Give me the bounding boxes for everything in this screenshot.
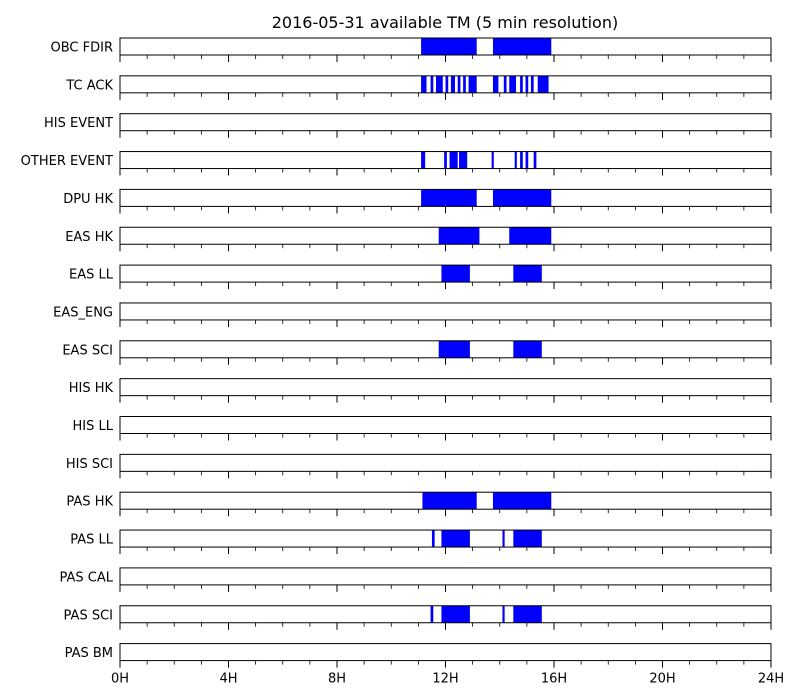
row-eas-ll: EAS LL: [69, 264, 772, 290]
availability-bar: [503, 75, 507, 93]
row-label: PAS HK: [66, 495, 113, 510]
availability-bar: [444, 151, 447, 169]
row-frame: [119, 113, 772, 132]
availability-bar: [520, 151, 523, 169]
availability-bar: [525, 151, 529, 169]
x-tick-label: 20H: [649, 672, 675, 687]
availability-bar: [513, 265, 542, 283]
row-pas-ll: PAS LL: [70, 529, 772, 555]
row-his-hk: HIS HK: [69, 378, 772, 403]
availability-bar: [459, 151, 468, 169]
row-frame: [119, 453, 772, 472]
row-dpu-hk: DPU HK: [63, 188, 772, 214]
availability-bar: [520, 75, 523, 93]
row-label: HIS HK: [69, 381, 114, 396]
availability-bar: [502, 530, 505, 548]
availability-bar: [513, 605, 542, 623]
availability-bar: [431, 530, 435, 548]
row-label: EAS HK: [65, 230, 113, 245]
row-frame: [119, 643, 772, 662]
row-eas-eng: EAS_ENG: [53, 302, 772, 327]
availability-bar: [525, 75, 529, 93]
availability-bar: [513, 530, 542, 548]
row-his-event: HIS EVENT: [44, 113, 772, 138]
row-frame: [119, 378, 772, 397]
row-label: PAS CAL: [60, 570, 114, 585]
row-other-event: OTHER EVENT: [21, 151, 772, 176]
availability-bar: [533, 151, 537, 169]
x-tick-label: 24H: [758, 672, 784, 687]
availability-bar: [438, 227, 480, 245]
availability-bar: [492, 75, 499, 93]
row-label: EAS SCI: [62, 343, 113, 358]
availability-bar: [463, 75, 466, 93]
row-label: HIS SCI: [66, 457, 113, 472]
row-label: OBC FDIR: [51, 41, 114, 56]
row-frame: [119, 302, 772, 321]
row-pas-sci: PAS SCI: [64, 605, 772, 630]
row-frame: [119, 416, 772, 434]
availability-bar: [421, 189, 477, 207]
row-label: HIS LL: [73, 419, 114, 434]
availability-bar: [492, 38, 552, 55]
row-tc-ack: TC ACK: [65, 75, 772, 100]
availability-bar: [492, 492, 552, 510]
x-tick-label: 0H: [111, 672, 129, 687]
availability-bar: [492, 189, 552, 207]
availability-bar: [441, 605, 470, 623]
x-axis-labels: 0H 4H 8H 12H 16H 20H 24H: [111, 672, 784, 687]
x-tick-label: 8H: [328, 672, 346, 687]
row-label: PAS SCI: [64, 608, 113, 623]
row-pas-hk: PAS HK: [66, 491, 772, 517]
row-his-sci: HIS SCI: [66, 453, 772, 479]
availability-bar: [502, 605, 505, 623]
row-eas-sci: EAS SCI: [62, 340, 772, 365]
availability-bar: [422, 492, 477, 510]
x-tick-label: 16H: [541, 672, 567, 687]
row-label: PAS LL: [70, 533, 114, 548]
row-obc-fdir: OBC FDIR: [51, 37, 772, 62]
availability-bar: [509, 227, 552, 245]
row-label: EAS_ENG: [53, 305, 113, 320]
availability-bar: [430, 75, 434, 93]
availability-bar: [441, 265, 470, 283]
availability-bar: [430, 605, 434, 623]
availability-bar: [513, 340, 542, 358]
availability-bar: [537, 75, 549, 93]
availability-bar: [509, 75, 517, 93]
x-tick-label: 12H: [432, 672, 458, 687]
row-pas-cal: PAS CAL: [60, 567, 772, 592]
availability-bar: [514, 151, 517, 169]
availability-bar: [421, 75, 427, 93]
chart-rows: OBC FDIR TC ACK HIS EVENT OTHER EVENT DPU HK…: [21, 37, 772, 668]
row-eas-hk: EAS HK: [65, 226, 772, 252]
availability-bar: [450, 75, 455, 93]
availability-bar: [457, 75, 461, 93]
availability-bar: [436, 75, 443, 93]
availability-bar: [468, 75, 477, 93]
availability-bar: [445, 75, 449, 93]
availability-bar: [441, 530, 470, 548]
availability-bar: [491, 151, 494, 169]
availability-bar: [421, 38, 477, 55]
row-pas-bm: PAS BM: [65, 643, 772, 668]
row-label: EAS LL: [69, 268, 114, 283]
row-label: DPU HK: [63, 192, 113, 207]
row-frame: [119, 567, 772, 586]
availability-bar: [449, 151, 458, 169]
row-his-ll: HIS LL: [73, 416, 772, 441]
chart-title: 2016-05-31 available TM (5 min resolutio…: [272, 13, 618, 32]
availability-bar: [421, 151, 426, 169]
availability-bar: [530, 75, 534, 93]
availability-bar: [438, 340, 470, 358]
row-label: OTHER EVENT: [21, 154, 113, 169]
x-tick-label: 4H: [219, 672, 237, 687]
row-label: PAS BM: [65, 646, 113, 661]
row-label: HIS EVENT: [44, 116, 113, 131]
row-label: TC ACK: [65, 78, 113, 93]
